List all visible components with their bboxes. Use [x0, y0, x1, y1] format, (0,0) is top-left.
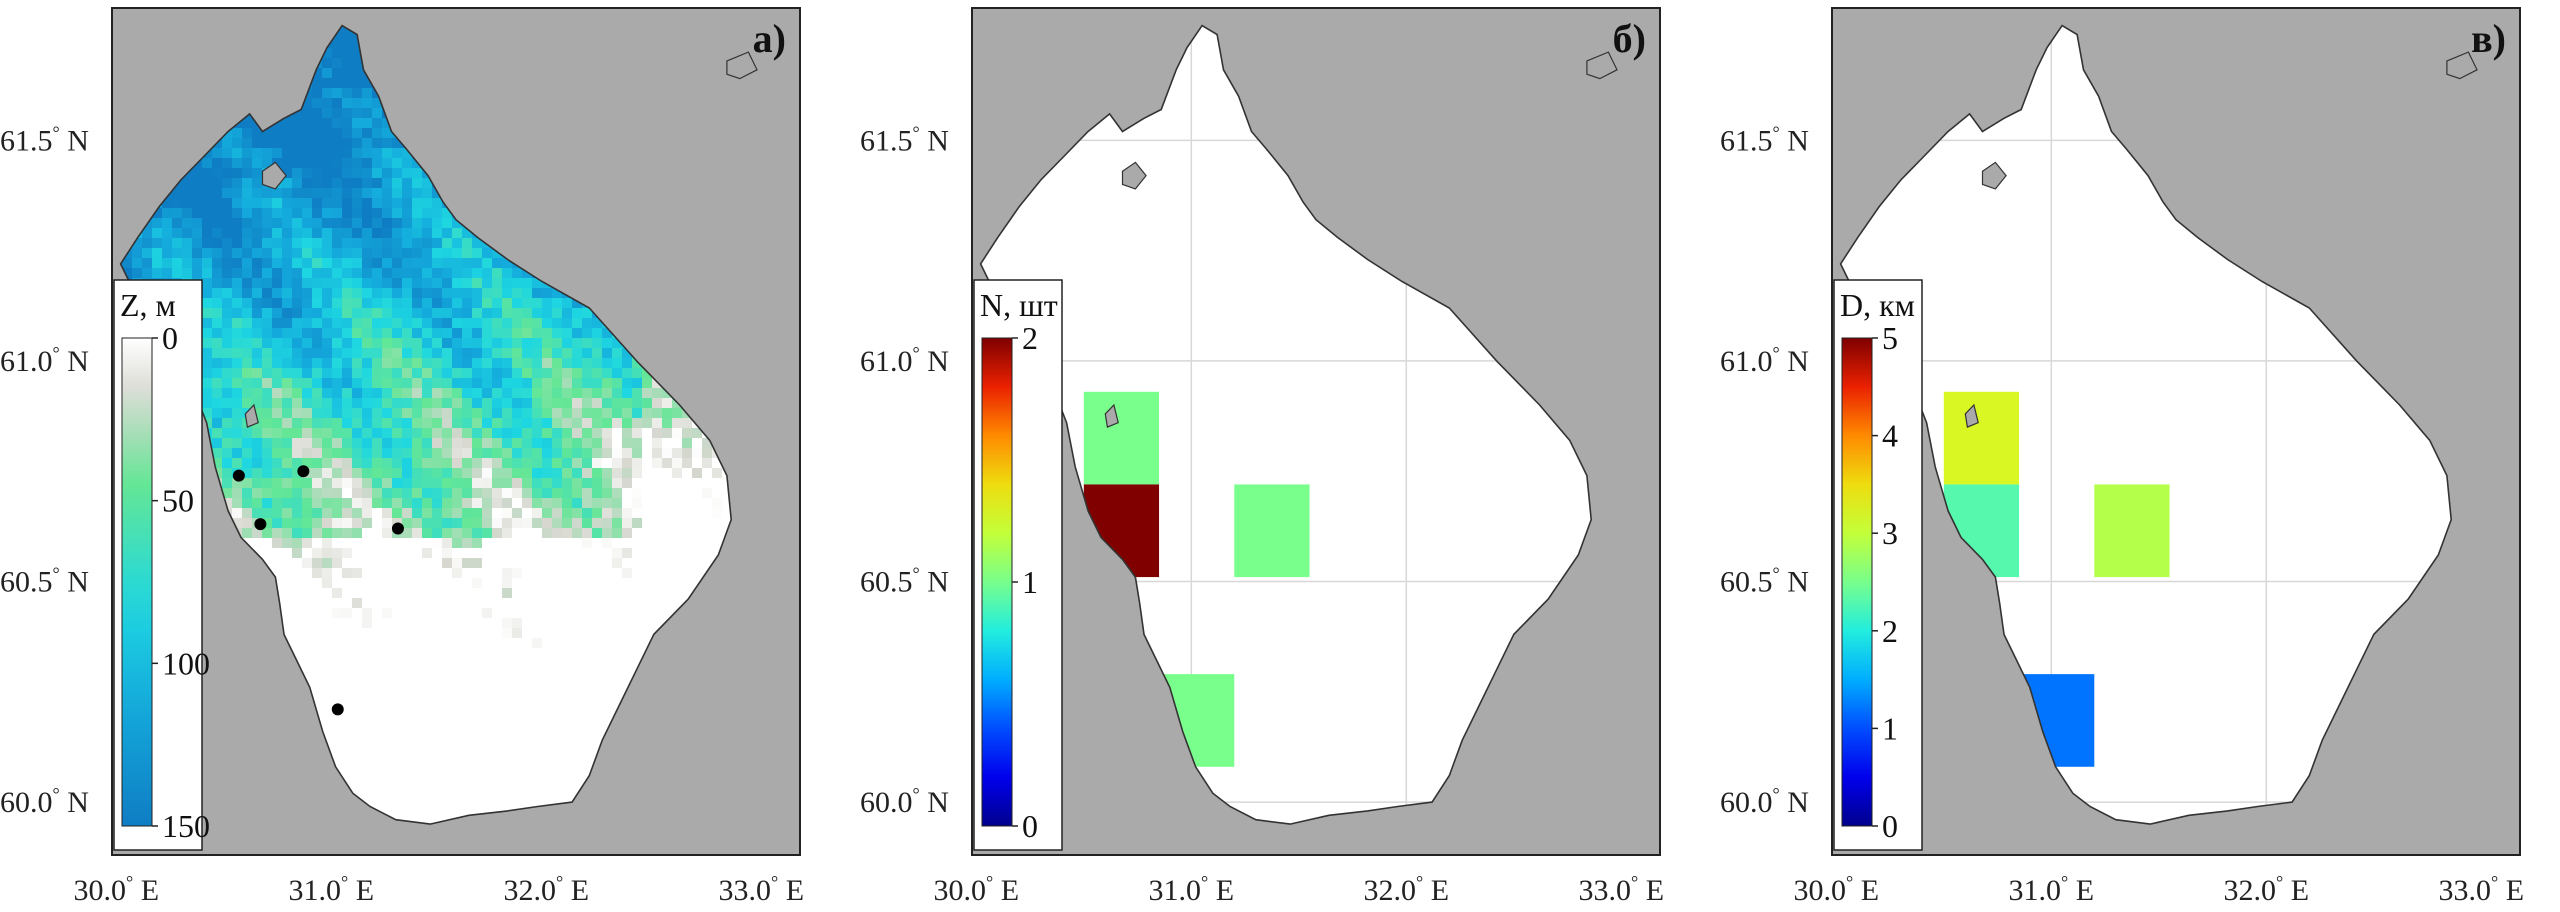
- colorbar-tick-label: 0: [1022, 808, 1038, 844]
- panel-label: в): [2471, 16, 2506, 61]
- colorbar-tick-label: 100: [162, 645, 210, 681]
- island: [1964, 403, 1979, 428]
- lon-tick-label: 33.0° E: [719, 872, 805, 907]
- lon-tick-label: 30.0° E: [1794, 872, 1880, 907]
- map-frame: [1831, 7, 2521, 856]
- station-point: [297, 465, 310, 478]
- lat-tick-label: 60.5° N: [860, 563, 949, 598]
- colorbar-tick-label: 0: [162, 320, 178, 356]
- lat-tick-label: 60.0° N: [0, 784, 89, 819]
- lon-tick-label: 31.0° E: [1149, 872, 1235, 907]
- colorbar-tick-label: 4: [1882, 418, 1898, 454]
- lat-tick-label: 61.0° N: [1720, 343, 1809, 378]
- station-point: [254, 518, 267, 531]
- island: [1981, 161, 2007, 190]
- colorbar-gradient: [981, 337, 1013, 827]
- colorbar-title: Z, м: [120, 287, 176, 323]
- stations: [232, 465, 404, 716]
- colorbar-gradient: [1841, 337, 1873, 827]
- island: [1121, 161, 1147, 190]
- panel-b: б) N, шт 2 1 0 61.5° N 61.0° N 60.5° N 60.0° N 30…: [860, 0, 1720, 912]
- colorbar-tick-label: 50: [162, 483, 194, 519]
- lat-tick-label: 61.5° N: [1720, 122, 1809, 157]
- map-svg-a: а) Z, м0 50 100 150 61.5° N 61.0° N 60.5° N 60.0…: [0, 7, 805, 907]
- island: [726, 51, 758, 80]
- coastline: [119, 24, 733, 825]
- colorbar-tick-label: 1: [1882, 710, 1898, 746]
- colorbar: N, шт2 1 0: [973, 279, 1063, 851]
- lon-tick-label: 33.0° E: [2439, 872, 2525, 907]
- island: [1104, 403, 1119, 428]
- lat-tick-label: 61.5° N: [0, 122, 89, 157]
- coastline: [1839, 24, 2453, 825]
- lon-tick-label: 32.0° E: [1364, 872, 1450, 907]
- island: [244, 403, 259, 428]
- colorbar-tick-label: 2: [1022, 320, 1038, 356]
- lat-tick-label: 61.0° N: [0, 343, 89, 378]
- island: [261, 161, 287, 190]
- panel-label: а): [753, 16, 786, 61]
- lon-tick-label: 30.0° E: [934, 872, 1020, 907]
- grid-cell: [2094, 484, 2170, 578]
- panel-label: б): [1613, 16, 1646, 61]
- grid-cell: [1083, 391, 1160, 485]
- lat-tick-label: 60.5° N: [1720, 563, 1809, 598]
- map-svg-c: в) D, км5 4 3 2 1 0 61.5° N 61.0° N 60.5° N 60.0° …: [1720, 7, 2524, 907]
- lon-tick-label: 33.0° E: [1579, 872, 1665, 907]
- panel-c: в) D, км 5 4 3 2 1 0 61.5° N 61.0° N 60.5° N 60.0° …: [1720, 0, 2560, 912]
- lon-tick-label: 31.0° E: [2009, 872, 2095, 907]
- grid-cell: [1234, 484, 1310, 578]
- map-frame: [971, 7, 1661, 856]
- lat-tick-label: 61.0° N: [860, 343, 949, 378]
- station-point: [232, 469, 245, 482]
- island: [1586, 51, 1618, 80]
- map-frame: [111, 7, 801, 856]
- colorbar-tick-label: 2: [1882, 613, 1898, 649]
- station-point: [331, 703, 344, 716]
- lake-surface: [1840, 25, 2452, 825]
- island: [2446, 51, 2478, 80]
- lat-tick-label: 60.5° N: [0, 563, 89, 598]
- lon-tick-label: 31.0° E: [289, 872, 375, 907]
- colorbar-tick-label: 1: [1022, 564, 1038, 600]
- panel-a: а) Z, м 0 50 100 150 61.5° N 61.0° N 60.5° N 60.0…: [0, 0, 860, 912]
- colorbar: Z, м0 50 100 150: [113, 279, 210, 851]
- lon-tick-label: 32.0° E: [504, 872, 590, 907]
- colorbar-tick-label: 3: [1882, 515, 1898, 551]
- lat-tick-label: 60.0° N: [1720, 784, 1809, 819]
- lat-tick-label: 60.0° N: [860, 784, 949, 819]
- colorbar-title: D, км: [1840, 287, 1915, 323]
- lon-tick-label: 32.0° E: [2224, 872, 2310, 907]
- lon-tick-label: 30.0° E: [74, 872, 160, 907]
- colorbar-gradient: [121, 337, 153, 827]
- colorbar-title: N, шт: [980, 287, 1058, 323]
- grid-cell: [1943, 391, 2020, 485]
- map-svg-b: б) N, шт2 1 0 61.5° N 61.0° N 60.5° N 60.0° N 30…: [860, 7, 1665, 907]
- colorbar-tick-label: 150: [162, 808, 210, 844]
- lat-tick-label: 61.5° N: [860, 122, 949, 157]
- colorbar-tick-label: 5: [1882, 320, 1898, 356]
- lake-surface: [980, 25, 1592, 825]
- colorbar-tick-label: 0: [1882, 808, 1898, 844]
- coastline: [979, 24, 1593, 825]
- station-point: [391, 522, 404, 535]
- colorbar: D, км5 4 3 2 1 0: [1833, 279, 1923, 851]
